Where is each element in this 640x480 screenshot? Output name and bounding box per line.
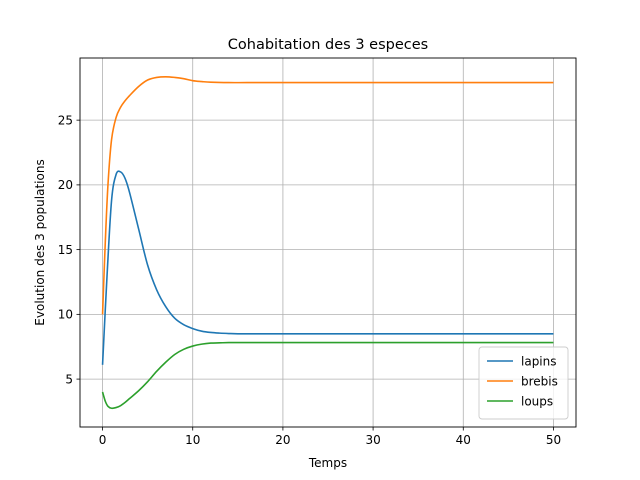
x-tick-label: 50 bbox=[546, 433, 561, 447]
series-line-loups bbox=[101, 341, 554, 410]
y-axis-label: Evolution des 3 populations bbox=[33, 159, 47, 325]
legend-label-loups: loups bbox=[521, 394, 553, 408]
y-tick-label: 20 bbox=[58, 178, 73, 192]
x-tick-label: 20 bbox=[275, 433, 290, 447]
x-axis-ticks: 0 10 20 30 40 50 bbox=[99, 427, 561, 447]
x-tick-label: 0 bbox=[99, 433, 107, 447]
x-tick-label: 30 bbox=[365, 433, 380, 447]
series-lines bbox=[101, 75, 554, 410]
grid-lines bbox=[80, 58, 576, 427]
chart-title: Cohabitation des 3 especes bbox=[228, 37, 428, 53]
series-line-brebis bbox=[101, 75, 554, 315]
y-axis-ticks: 5 10 15 20 25 bbox=[58, 113, 80, 386]
x-axis-label: Temps bbox=[308, 456, 347, 470]
plot-frame bbox=[79, 57, 577, 428]
legend-label-lapins: lapins bbox=[521, 354, 557, 368]
legend-label-brebis: brebis bbox=[521, 374, 558, 388]
y-tick-label: 5 bbox=[65, 372, 73, 386]
legend: lapins brebis loups bbox=[478, 346, 569, 420]
x-tick-label: 10 bbox=[185, 433, 200, 447]
series-line-lapins bbox=[101, 170, 554, 365]
y-tick-label: 10 bbox=[58, 308, 73, 322]
y-tick-label: 15 bbox=[58, 243, 73, 257]
x-tick-label: 40 bbox=[456, 433, 471, 447]
y-tick-label: 25 bbox=[58, 113, 73, 127]
